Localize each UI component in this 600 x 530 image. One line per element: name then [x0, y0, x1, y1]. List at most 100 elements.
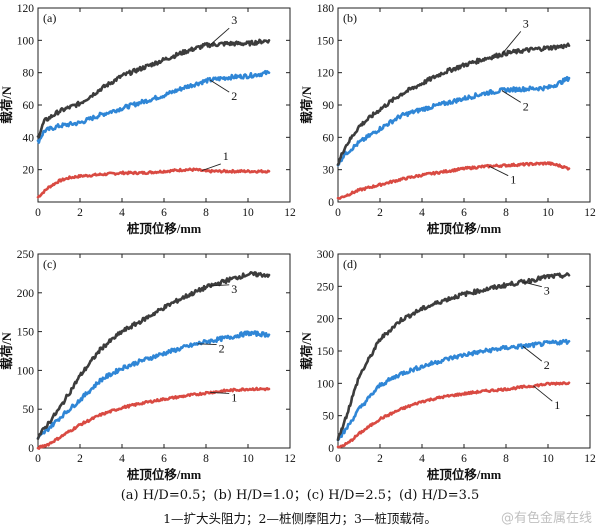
callout-leader — [501, 90, 522, 103]
y-tick-label: 40 — [23, 132, 35, 144]
x-tick-label: 0 — [335, 453, 341, 465]
x-tick-label: 2 — [377, 453, 383, 465]
x-axis-label: 桩顶位移/mm — [127, 221, 202, 236]
x-tick-label: 2 — [377, 207, 383, 219]
x-tick-label: 4 — [419, 207, 425, 219]
series-line-3 — [36, 38, 271, 139]
y-tick-label: 150 — [317, 346, 335, 358]
y-tick-label: 0 — [28, 443, 34, 455]
panel-label: (a) — [43, 11, 56, 25]
series-line-3 — [36, 270, 271, 441]
x-tick-label: 6 — [461, 453, 467, 465]
callout-leader — [209, 27, 230, 46]
x-tick-label: 12 — [284, 453, 296, 465]
x-tick-label: 10 — [242, 453, 254, 465]
x-tick-label: 10 — [242, 207, 254, 219]
plot-frame — [337, 253, 591, 449]
y-tick-label: 200 — [317, 314, 335, 326]
y-tick-label: 60 — [323, 132, 335, 144]
callout-leader — [501, 31, 522, 55]
panel-label: (b) — [343, 11, 357, 25]
panel-label: (d) — [343, 257, 357, 271]
x-tick-label: 8 — [203, 453, 209, 465]
series-line-2 — [36, 70, 271, 144]
chart-panel-4: 0 2 4 6 8 10 12050100150200250300桩顶位移/mm载荷/N(d… — [299, 249, 596, 482]
callout-label: 1 — [554, 398, 560, 412]
x-tick-label: 12 — [584, 207, 596, 219]
y-axis-label: 载荷/N — [299, 86, 314, 124]
y-tick-label: 250 — [317, 281, 335, 293]
series-line-1 — [36, 386, 271, 450]
x-tick-label: 6 — [161, 453, 167, 465]
x-tick-label: 0 — [35, 207, 41, 219]
callout-leader — [522, 281, 542, 288]
y-tick-label: 90 — [323, 100, 335, 112]
plot-frame — [37, 253, 291, 449]
y-tick-label: 120 — [17, 3, 35, 15]
callout-leader — [210, 284, 230, 287]
figure-caption-subplots: (a) H/D=0.5；(b) H/D=1.0；(c) H/D=2.5；(d) … — [120, 488, 480, 503]
x-tick-label: 12 — [584, 453, 596, 465]
series-line-3 — [336, 272, 571, 442]
x-tick-label: 2 — [77, 453, 83, 465]
x-tick-label: 2 — [77, 207, 83, 219]
y-tick-label: 80 — [23, 68, 35, 80]
callout-leader — [522, 345, 543, 362]
x-tick-label: 10 — [542, 453, 554, 465]
y-tick-label: 30 — [323, 165, 335, 177]
callout-leader — [197, 343, 217, 346]
callout-label: 2 — [523, 99, 529, 113]
y-tick-label: 0 — [328, 443, 334, 455]
callout-label: 3 — [231, 13, 237, 27]
x-tick-label: 10 — [542, 207, 554, 219]
x-tick-label: 12 — [284, 207, 296, 219]
y-tick-label: 100 — [17, 365, 35, 377]
callout-leader — [201, 163, 221, 172]
callout-label: 2 — [219, 342, 225, 356]
callout-label: 3 — [523, 16, 529, 30]
x-tick-label: 4 — [119, 207, 125, 219]
callout-leader — [210, 391, 230, 394]
y-tick-label: 100 — [17, 35, 35, 47]
y-tick-label: 180 — [317, 3, 335, 15]
y-tick-label: 200 — [17, 288, 35, 300]
x-axis-label: 桩顶位移/mm — [427, 221, 502, 236]
callout-label: 3 — [231, 282, 237, 296]
callout-leader — [209, 79, 230, 93]
y-axis-label: 载荷/N — [299, 332, 314, 370]
callout-label: 1 — [510, 173, 516, 187]
series-line-2 — [336, 338, 571, 442]
watermark: @有色金属在线 — [500, 511, 592, 526]
x-tick-label: 6 — [161, 207, 167, 219]
callout-leader — [488, 165, 509, 177]
callout-label: 1 — [223, 149, 229, 163]
x-axis-label: 桩顶位移/mm — [127, 467, 202, 482]
callout-label: 1 — [231, 390, 237, 404]
plot-frame — [337, 7, 591, 203]
y-axis-label: 载荷/N — [0, 332, 14, 370]
x-tick-label: 8 — [503, 453, 509, 465]
series-line-1 — [36, 167, 271, 199]
series-line-2 — [36, 330, 271, 440]
y-tick-label: 300 — [317, 249, 335, 261]
y-tick-label: 120 — [317, 68, 335, 80]
y-tick-label: 0 — [328, 197, 334, 209]
y-tick-label: 20 — [23, 165, 35, 177]
series-line-1 — [336, 161, 571, 200]
x-axis-label: 桩顶位移/mm — [427, 467, 502, 482]
callout-label: 2 — [544, 358, 550, 372]
series-line-2 — [336, 75, 571, 167]
callout-label: 3 — [544, 284, 550, 298]
y-tick-label: 50 — [323, 411, 335, 423]
series-line-3 — [336, 42, 571, 166]
chart-panel-2: 0 2 4 6 8 10 120306090120150180桩顶位移/mm载荷/N(b)1… — [299, 3, 596, 236]
figure-canvas: 0 2 4 6 8 10 1220406080100120桩顶位移/mm载荷/N(a)123… — [0, 3, 596, 482]
y-tick-label: 100 — [317, 378, 335, 390]
callout-leader — [533, 385, 553, 402]
x-tick-label: 4 — [419, 453, 425, 465]
y-tick-label: 250 — [17, 249, 35, 261]
y-tick-label: 150 — [17, 327, 35, 339]
y-tick-label: 150 — [317, 35, 335, 47]
chart-panel-3: 0 2 4 6 8 10 12050100150200250桩顶位移/mm载荷/N(c)12… — [0, 249, 296, 482]
panel-label: (c) — [43, 257, 56, 271]
